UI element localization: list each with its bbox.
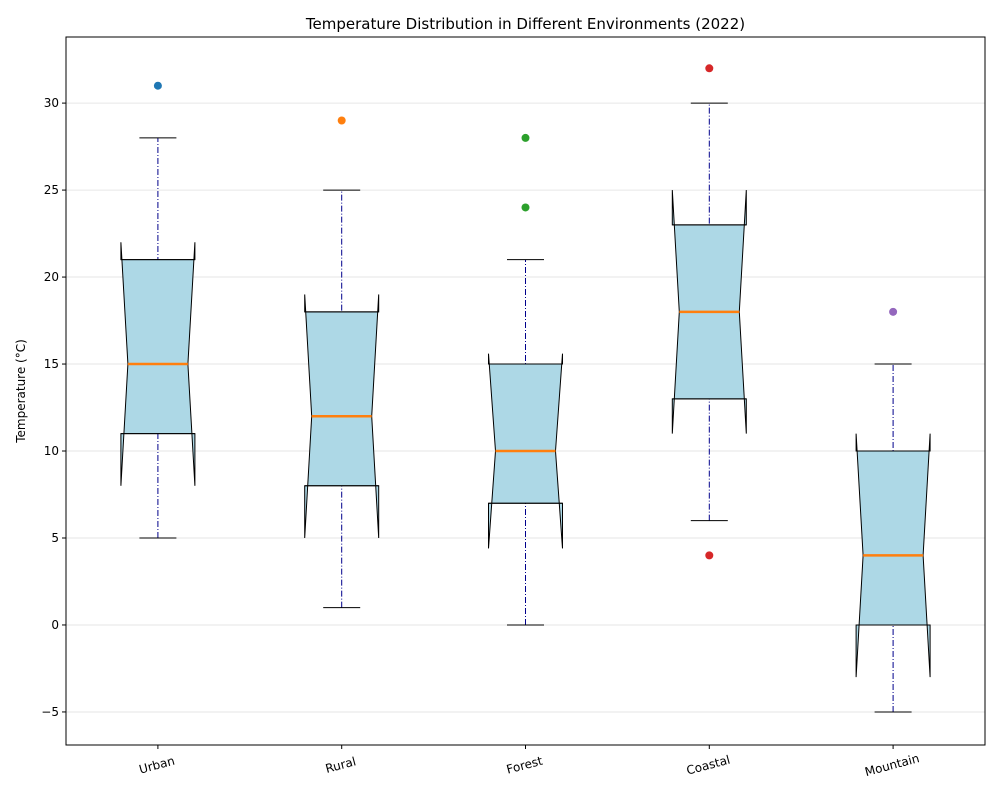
x-tick-label: Mountain bbox=[863, 751, 921, 779]
y-tick-label: 5 bbox=[51, 531, 59, 545]
y-tick-label: 20 bbox=[44, 270, 59, 284]
chart-title: Temperature Distribution in Different En… bbox=[305, 15, 745, 33]
box-rural bbox=[304, 116, 380, 609]
box-urban bbox=[120, 81, 196, 539]
x-tick-label: Forest bbox=[505, 754, 544, 777]
y-tick-label: 30 bbox=[44, 96, 59, 110]
x-tick-label: Rural bbox=[324, 754, 358, 776]
y-tick-label: 25 bbox=[44, 183, 59, 197]
y-tick-label: −5 bbox=[41, 705, 59, 719]
outlier-point bbox=[705, 64, 714, 73]
y-tick-label: 15 bbox=[44, 357, 59, 371]
y-tick-label: 0 bbox=[51, 618, 59, 632]
outlier-point bbox=[705, 551, 714, 560]
x-tick-label: Coastal bbox=[685, 753, 732, 778]
outlier-point bbox=[153, 81, 162, 90]
x-tick-label: Urban bbox=[138, 754, 177, 777]
box-coastal bbox=[671, 64, 747, 560]
box-mountain bbox=[855, 307, 931, 713]
box-plots bbox=[120, 64, 931, 713]
y-axis-label: Temperature (°C) bbox=[14, 339, 28, 444]
axes: −5 0 5 10 15 20 25 30 Urban Rural Forest Coastal Mou… bbox=[41, 96, 921, 779]
outlier-point bbox=[521, 133, 530, 142]
y-tick-label: 10 bbox=[44, 444, 59, 458]
outlier-point bbox=[521, 203, 530, 212]
outlier-point bbox=[337, 116, 346, 125]
box-forest bbox=[488, 133, 563, 626]
outlier-point bbox=[889, 307, 898, 316]
